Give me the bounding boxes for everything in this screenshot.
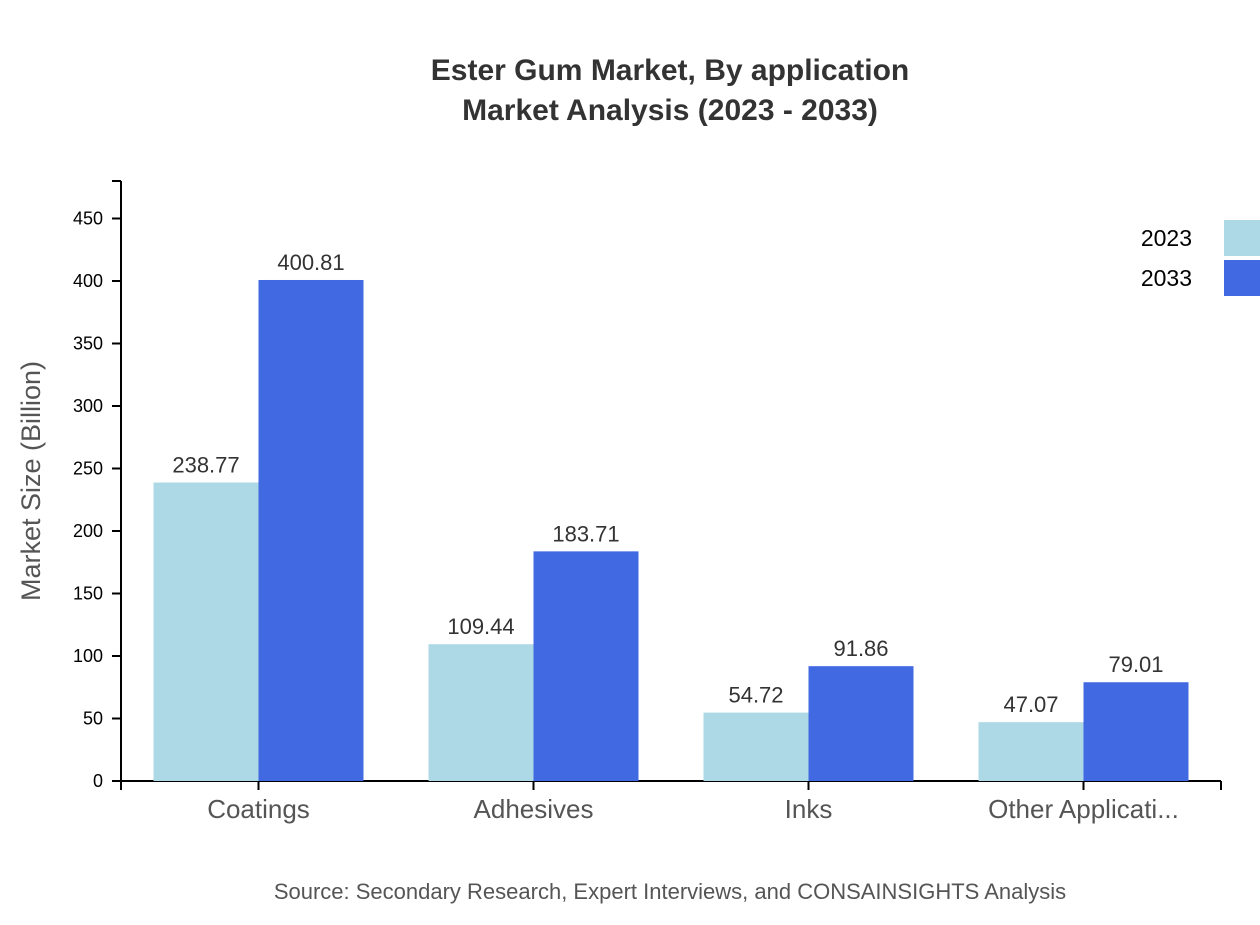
- chart-title-line-2: Market Analysis (2023 - 2033): [462, 94, 878, 127]
- bar-value-label: 91.86: [833, 636, 888, 661]
- bar-value-label: 109.44: [447, 614, 514, 639]
- bars-group: [153, 279, 1189, 781]
- y-tick-label: 300: [73, 396, 103, 416]
- y-tick-label: 0: [93, 771, 103, 791]
- y-tick-label: 400: [73, 271, 103, 291]
- bar-2023[interactable]: [153, 482, 259, 781]
- y-tick-label: 100: [73, 646, 103, 666]
- y-tick-label: 250: [73, 459, 103, 479]
- y-tick-label: 150: [73, 584, 103, 604]
- y-tick-label: 350: [73, 334, 103, 354]
- y-axis-label: Market Size (Billion): [16, 361, 46, 601]
- bar-labels-group: 238.77 400.81 109.44 183.71 54.72 91.86 47.07 7…: [172, 250, 1163, 717]
- y-axis: 0 50 100 150 200 250 300 350 400 450: [73, 180, 122, 791]
- bar-2033[interactable]: [533, 551, 639, 781]
- x-tick-label: Other Applicati...: [988, 794, 1179, 824]
- bar-value-label: 79.01: [1108, 652, 1163, 677]
- bar-value-label: 400.81: [277, 250, 344, 275]
- bar-2023[interactable]: [978, 722, 1084, 781]
- legend-swatch-2033: [1224, 260, 1260, 296]
- bar-value-label: 238.77: [172, 453, 239, 478]
- x-axis: Coatings Adhesives Inks Other Applicati...: [120, 780, 1222, 824]
- bar-2033[interactable]: [258, 279, 364, 781]
- bar-2033[interactable]: [1083, 682, 1189, 781]
- bar-value-label: 47.07: [1003, 692, 1058, 717]
- y-tick-label: 200: [73, 521, 103, 541]
- y-tick-label: 450: [73, 209, 103, 229]
- bar-value-label: 54.72: [728, 683, 783, 708]
- legend-swatch-2023: [1224, 220, 1260, 256]
- source-note: Source: Secondary Research, Expert Inter…: [274, 879, 1066, 904]
- y-tick-label: 50: [83, 709, 103, 729]
- legend-label: 2023: [1141, 225, 1192, 251]
- legend: 2023 2033: [1141, 220, 1260, 296]
- bar-value-label: 183.71: [552, 521, 619, 546]
- x-tick-label: Coatings: [207, 794, 310, 824]
- bar-2033[interactable]: [808, 666, 914, 781]
- bar-2023[interactable]: [703, 712, 809, 781]
- legend-label: 2033: [1141, 265, 1192, 291]
- bar-2023[interactable]: [428, 644, 534, 781]
- x-tick-label: Adhesives: [474, 794, 594, 824]
- x-tick-label: Inks: [785, 794, 833, 824]
- chart-title-line-1: Ester Gum Market, By application: [431, 54, 909, 87]
